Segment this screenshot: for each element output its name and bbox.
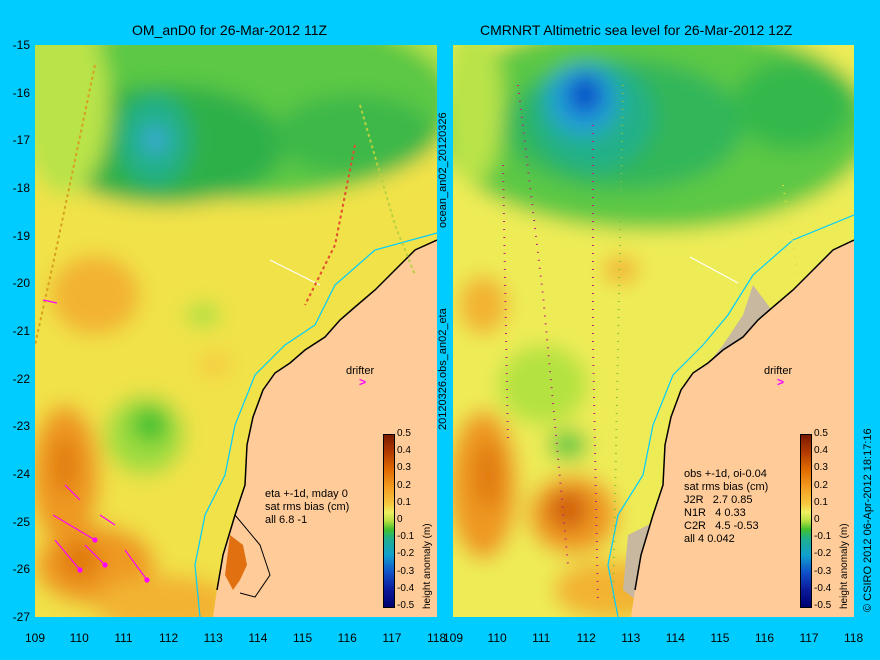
drifter-arrow-icon: > xyxy=(777,375,785,389)
colorbar-tick-label: 0 xyxy=(814,514,820,525)
satellite-tracks xyxy=(35,64,416,346)
lat-tick-label: -26 xyxy=(12,562,30,577)
lon-tick-label: 109 xyxy=(25,631,46,645)
side-label-lower: 20120326.obs_an02_eta xyxy=(437,308,449,430)
lon-tick-label: 110 xyxy=(487,631,507,645)
colorbar-tick-label: 0 xyxy=(397,514,403,525)
title-right: CMRNRT Altimetric sea level for 26-Mar-2… xyxy=(480,22,793,38)
lat-tick-label: -19 xyxy=(12,228,30,243)
title-left: OM_anD0 for 26-Mar-2012 11Z xyxy=(132,22,328,38)
continental-shelf-contour xyxy=(607,214,854,617)
lat-tick-label: -21 xyxy=(12,324,30,338)
lon-tick-label: 112 xyxy=(576,631,596,645)
colorbar-tick-label: 0.1 xyxy=(814,496,828,508)
lat-tick-label: -22 xyxy=(12,371,30,386)
map-right-svg xyxy=(453,45,854,617)
colorbar-tick-label: -0.1 xyxy=(397,531,415,543)
colorbar-tick-label: 0.2 xyxy=(814,479,828,491)
stats-left: eta +-1d, mday 0 sat rms bias (cm) all 6… xyxy=(265,488,350,526)
colorbar-tick-label: 0.3 xyxy=(397,462,411,474)
colorbar-tick-label: 0.5 xyxy=(814,428,828,439)
colorbar-left-title: height anomaly (m) xyxy=(422,523,433,609)
land-mask xyxy=(631,240,854,617)
lon-tick-label: 116 xyxy=(337,631,357,645)
drifter-arrow-icon: > xyxy=(359,375,367,389)
lat-tick-label: -23 xyxy=(12,419,30,434)
side-label-upper: ocean_an02_20120326 xyxy=(437,112,449,228)
lat-tick-label: -24 xyxy=(12,467,30,481)
colorbar-right-title: height anomaly (m) xyxy=(839,523,850,609)
lat-tick-label: -18 xyxy=(12,181,30,195)
colorbar-tick-label: -0.1 xyxy=(814,531,832,543)
lat-tick-label: -27 xyxy=(12,610,30,624)
colorbar-tick-label: 0.5 xyxy=(397,428,411,439)
map-right-altimetry: drifter > obs +-1d, oi-0.04 sat rms bias… xyxy=(453,45,854,617)
map-left-svg xyxy=(35,45,437,617)
colorbar-tick-label: -0.3 xyxy=(814,565,832,577)
lon-tick-label: 115 xyxy=(293,631,313,645)
lon-tick-label: 109 xyxy=(443,631,464,645)
colorbar-tick-label: 0.2 xyxy=(397,479,411,491)
colorbar-right xyxy=(800,434,812,608)
lon-tick-label: 111 xyxy=(114,631,133,645)
continental-shelf-contour xyxy=(194,232,437,617)
lon-tick-label: 118 xyxy=(427,631,447,645)
colorbar-tick-label: 0.4 xyxy=(814,445,828,457)
colorbar-tick-label: -0.4 xyxy=(814,582,832,594)
lon-tick-label: 114 xyxy=(665,631,685,645)
drifter-arrows xyxy=(42,299,150,583)
lon-tick-label: 118 xyxy=(844,631,864,645)
colorbar-tick-label: 0.1 xyxy=(397,496,411,508)
lon-tick-label: 112 xyxy=(159,631,179,645)
colorbar-tick-label: -0.2 xyxy=(397,548,415,560)
map-left-model: drifter > eta +-1d, mday 0 sat rms bias … xyxy=(35,45,437,617)
colorbar-tick-label: 0.4 xyxy=(397,445,411,457)
lon-tick-label: 113 xyxy=(621,631,641,645)
lon-tick-label: 117 xyxy=(799,631,819,645)
lon-tick-label: 113 xyxy=(203,631,223,645)
credit-label: © CSIRO 2012 06-Apr-2012 18:17:16 xyxy=(862,428,874,612)
lon-tick-label: 116 xyxy=(754,631,775,645)
lat-tick-label: -20 xyxy=(12,276,30,291)
lon-tick-label: 117 xyxy=(382,631,402,645)
drifter-label-right: drifter xyxy=(764,365,793,377)
colorbar-tick-label: -0.2 xyxy=(814,548,832,560)
lat-tick-label: -16 xyxy=(12,85,30,100)
colorbar-left xyxy=(383,434,395,608)
lon-tick-label: 114 xyxy=(248,631,268,645)
satellite-tracks xyxy=(502,84,799,606)
colorbar-tick-label: -0.5 xyxy=(814,600,832,611)
lon-tick-label: 115 xyxy=(710,631,730,645)
colorbar-tick-label: -0.5 xyxy=(397,600,415,611)
land-mask xyxy=(213,240,437,617)
drifter-label-left: drifter xyxy=(346,365,375,377)
lat-tick-label: -25 xyxy=(12,514,30,529)
lon-tick-label: 110 xyxy=(69,631,89,645)
lat-tick-label: -15 xyxy=(12,38,30,52)
stats-right: obs +-1d, oi-0.04 sat rms bias (cm) J2R … xyxy=(684,468,769,545)
lon-tick-label: 111 xyxy=(532,631,551,645)
colorbar-tick-label: 0.3 xyxy=(814,462,828,474)
colorbar-tick-label: -0.4 xyxy=(397,582,415,594)
colorbar-tick-label: -0.3 xyxy=(397,565,415,577)
lat-tick-label: -17 xyxy=(12,133,30,148)
